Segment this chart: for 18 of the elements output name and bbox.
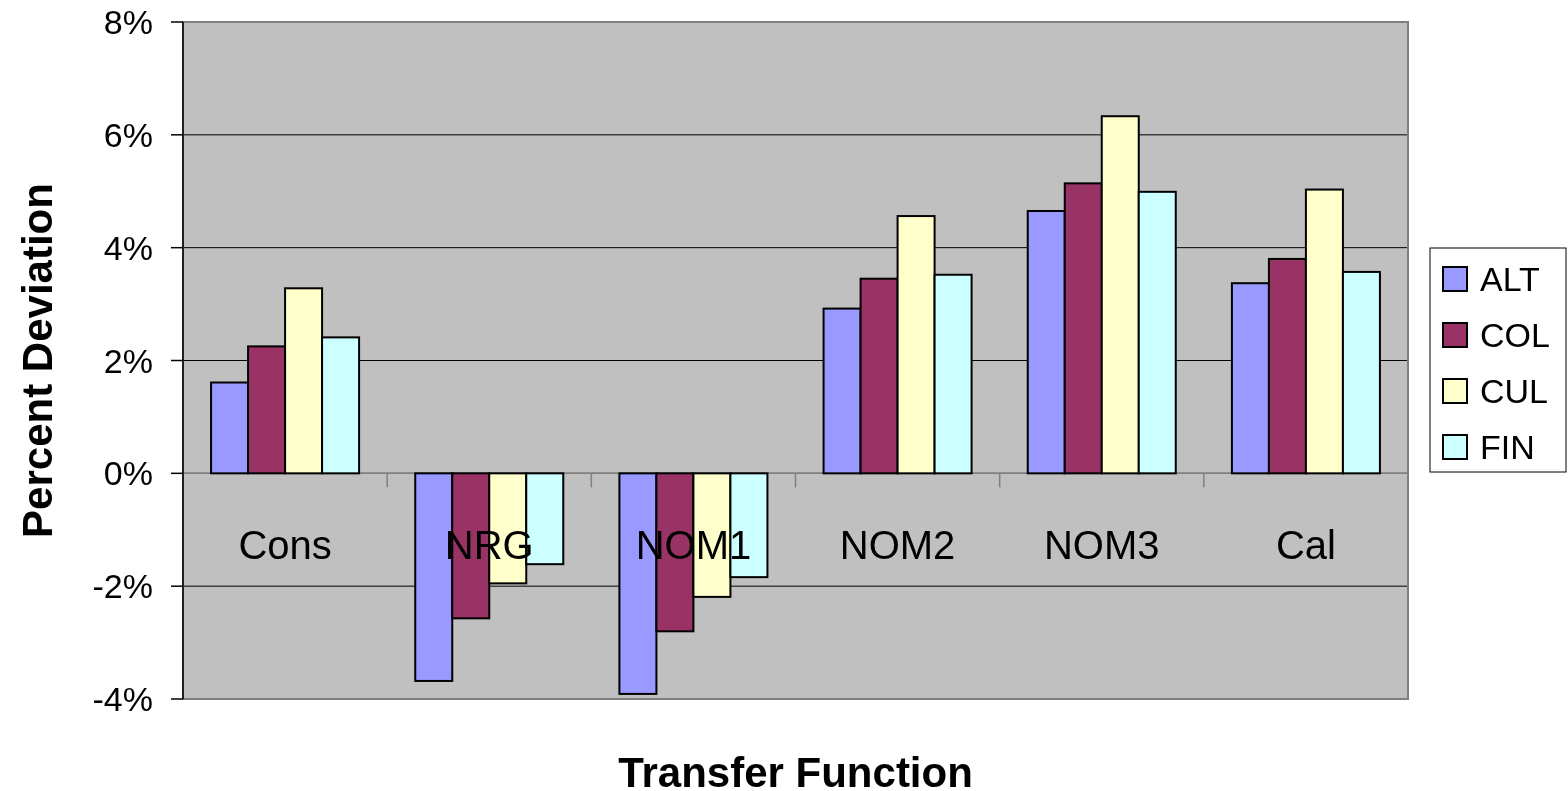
x-tick-label: Cal <box>1275 523 1336 568</box>
y-tick-label: -4% <box>92 680 153 718</box>
x-tick-label: Cons <box>238 523 332 568</box>
legend-label: CUL <box>1480 372 1549 410</box>
y-tick-label: 0% <box>103 454 153 493</box>
y-tick-label: 2% <box>103 341 153 380</box>
x-tick-label: NRG <box>444 523 534 568</box>
legend-label: FIN <box>1480 428 1535 466</box>
x-tick-label: NOM2 <box>839 523 956 568</box>
legend-label: ALT <box>1480 260 1540 298</box>
y-tick-label: -2% <box>92 567 153 606</box>
x-axis-title: Transfer Function <box>618 748 973 791</box>
y-tick-label: 6% <box>103 115 153 154</box>
y-tick-label: 8% <box>103 3 153 41</box>
legend-label: COL <box>1480 316 1550 354</box>
y-tick-label: 4% <box>103 228 153 267</box>
y-axis-title: Percent Deviation <box>13 183 61 538</box>
x-tick-label: NOM3 <box>1043 523 1160 568</box>
